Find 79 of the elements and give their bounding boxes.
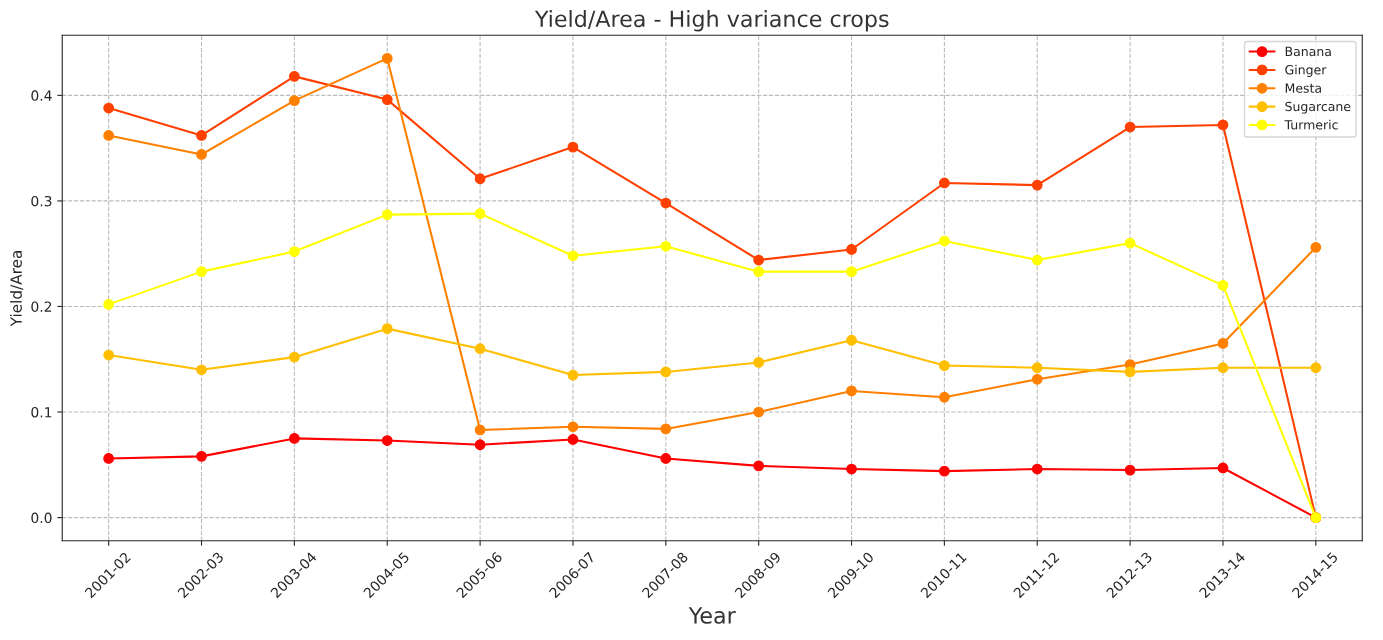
point (474, 439, 486, 451)
point (1031, 179, 1043, 191)
point (103, 298, 115, 310)
point (660, 197, 672, 209)
point (1217, 119, 1229, 131)
point (660, 240, 672, 252)
point (753, 357, 765, 368)
point (289, 433, 300, 444)
point (196, 130, 207, 141)
point (1124, 366, 1136, 378)
point (103, 130, 115, 141)
point (196, 450, 207, 462)
point (1124, 237, 1136, 249)
point (103, 453, 115, 464)
point (289, 95, 300, 107)
y-tick-label: 0.0 (31, 512, 52, 524)
point (381, 94, 393, 105)
point (196, 266, 207, 278)
point (660, 423, 672, 435)
y-tick-label: 0.1 (31, 406, 52, 418)
point (474, 173, 486, 185)
point (381, 435, 393, 446)
y-tick-label: 0.4 (31, 90, 52, 101)
legend-label: Turmeric (1284, 119, 1338, 130)
point (1031, 362, 1043, 374)
point (753, 254, 765, 266)
point (103, 102, 115, 114)
point (381, 53, 393, 64)
point (846, 463, 857, 475)
y-tick-label: 0.2 (31, 301, 52, 312)
legend-label: Sugarcane (1285, 101, 1351, 114)
point (1124, 464, 1136, 476)
point (1031, 373, 1043, 385)
point (1031, 463, 1043, 475)
point (846, 385, 857, 397)
point (567, 141, 579, 153)
point (753, 460, 765, 472)
point (103, 349, 115, 361)
point (1217, 362, 1229, 374)
point (846, 266, 857, 278)
point (1217, 279, 1229, 291)
point (660, 453, 672, 464)
point (939, 391, 950, 403)
y-axis-title: Yield/Area (10, 251, 24, 327)
point (381, 209, 393, 221)
x-axis-title: Year (688, 607, 736, 624)
point (939, 235, 950, 247)
chart-title: Yield/Area - High variance crops (534, 9, 889, 32)
point (474, 424, 486, 436)
point (939, 360, 950, 371)
point (1310, 241, 1322, 253)
y-tick-label: 0.3 (31, 195, 52, 207)
point (753, 266, 765, 278)
point (567, 434, 579, 445)
legend-label: Mesta (1285, 83, 1321, 93)
point (474, 208, 486, 219)
legend-label: Ginger (1285, 64, 1327, 77)
point (289, 70, 300, 82)
point (567, 369, 579, 381)
point (196, 149, 207, 160)
legend-label: Banana (1285, 46, 1331, 57)
point (1310, 362, 1322, 374)
point (660, 366, 672, 378)
point (567, 421, 579, 433)
point (846, 334, 857, 346)
point (939, 465, 950, 477)
point (846, 244, 857, 255)
point (196, 364, 207, 376)
point (474, 343, 486, 355)
point (1031, 254, 1043, 266)
point (753, 406, 765, 418)
point (1217, 462, 1229, 474)
point (1217, 338, 1229, 349)
point (939, 177, 950, 189)
point (567, 250, 579, 262)
point (289, 246, 300, 257)
point (1124, 121, 1136, 133)
point (289, 351, 300, 363)
point (381, 323, 393, 335)
